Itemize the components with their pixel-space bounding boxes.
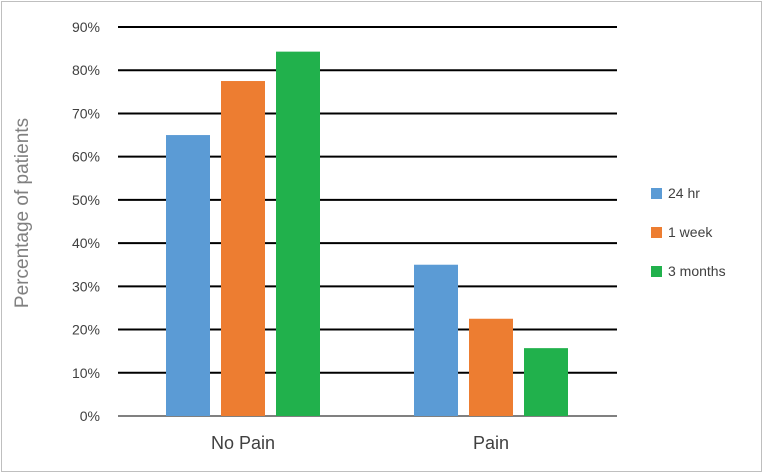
y-tick-label: 20% (72, 322, 100, 338)
legend-swatch (651, 266, 662, 277)
bar (524, 348, 568, 416)
y-tick-label: 80% (72, 62, 100, 78)
y-axis-title: Percentage of patients (12, 118, 33, 308)
legend-swatch (651, 188, 662, 199)
y-tick-label: 70% (72, 105, 100, 121)
y-axis-ticks: 0% 10% 20% 30% 40% 50% 60% 70% 80% 90% (72, 19, 100, 424)
legend: 24 hr 1 week 3 months (651, 185, 726, 279)
y-tick-label: 90% (72, 19, 100, 35)
legend-label: 24 hr (668, 185, 700, 201)
x-axis-labels: No Pain Pain (211, 433, 509, 453)
y-tick-label: 10% (72, 365, 100, 381)
bar (221, 81, 265, 417)
x-category-label: Pain (473, 433, 509, 453)
legend-swatch (651, 227, 662, 238)
legend-label: 3 months (668, 263, 726, 279)
bar (469, 318, 513, 416)
bar (414, 264, 458, 416)
legend-label: 1 week (668, 224, 713, 240)
bar (276, 51, 320, 417)
y-tick-label: 30% (72, 278, 100, 294)
y-tick-label: 50% (72, 192, 100, 208)
y-tick-label: 0% (80, 408, 100, 424)
bar (166, 135, 210, 417)
bars (166, 51, 568, 417)
x-category-label: No Pain (211, 433, 275, 453)
y-tick-label: 60% (72, 149, 100, 165)
y-tick-label: 40% (72, 235, 100, 251)
